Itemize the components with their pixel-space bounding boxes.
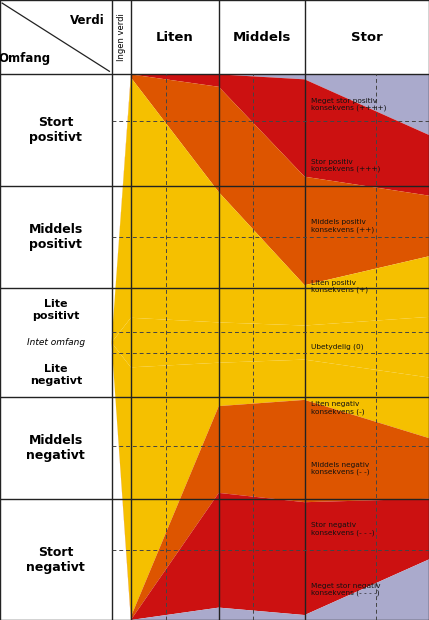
- Text: Stor positiv
konsekvens (+++): Stor positiv konsekvens (+++): [311, 159, 381, 172]
- Polygon shape: [112, 342, 429, 617]
- Text: Stort
negativt: Stort negativt: [27, 546, 85, 574]
- Polygon shape: [112, 342, 429, 620]
- Text: Stor: Stor: [351, 31, 383, 43]
- Text: Liten negativ
konsekvens (-): Liten negativ konsekvens (-): [311, 401, 365, 415]
- Text: Verdi: Verdi: [69, 14, 104, 27]
- Text: Middels
negativt: Middels negativt: [27, 434, 85, 462]
- Polygon shape: [112, 342, 429, 620]
- Text: Ubetydelig (0): Ubetydelig (0): [311, 344, 364, 350]
- Polygon shape: [112, 342, 429, 620]
- Polygon shape: [112, 317, 429, 378]
- Text: Stor negativ
konsekvens (- - -): Stor negativ konsekvens (- - -): [311, 522, 375, 536]
- Polygon shape: [112, 74, 429, 342]
- Polygon shape: [112, 74, 429, 342]
- Text: Liten: Liten: [156, 31, 193, 43]
- Text: Lite
negativt: Lite negativt: [30, 365, 82, 386]
- Text: Middels
positivt: Middels positivt: [29, 223, 83, 251]
- Text: Middels negativ
konsekvens (- -): Middels negativ konsekvens (- -): [311, 462, 370, 475]
- Text: Middels positiv
konsekvens (++): Middels positiv konsekvens (++): [311, 219, 374, 232]
- Text: Meget stor positiv
konsekvens (++++): Meget stor positiv konsekvens (++++): [311, 98, 387, 112]
- Text: Liten positiv
konsekvens (+): Liten positiv konsekvens (+): [311, 280, 368, 293]
- Text: Middels: Middels: [233, 31, 291, 43]
- Text: Lite
positivt: Lite positivt: [32, 299, 79, 321]
- Text: Ingen verdi: Ingen verdi: [117, 13, 126, 61]
- Text: Meget stor negativ
konsekvens (- - - -): Meget stor negativ konsekvens (- - - -): [311, 583, 381, 596]
- Text: Omfang: Omfang: [0, 51, 51, 64]
- Text: Intet omfang: Intet omfang: [27, 338, 85, 347]
- Text: Stort
positivt: Stort positivt: [29, 116, 82, 144]
- Polygon shape: [112, 74, 429, 342]
- Polygon shape: [112, 78, 429, 342]
